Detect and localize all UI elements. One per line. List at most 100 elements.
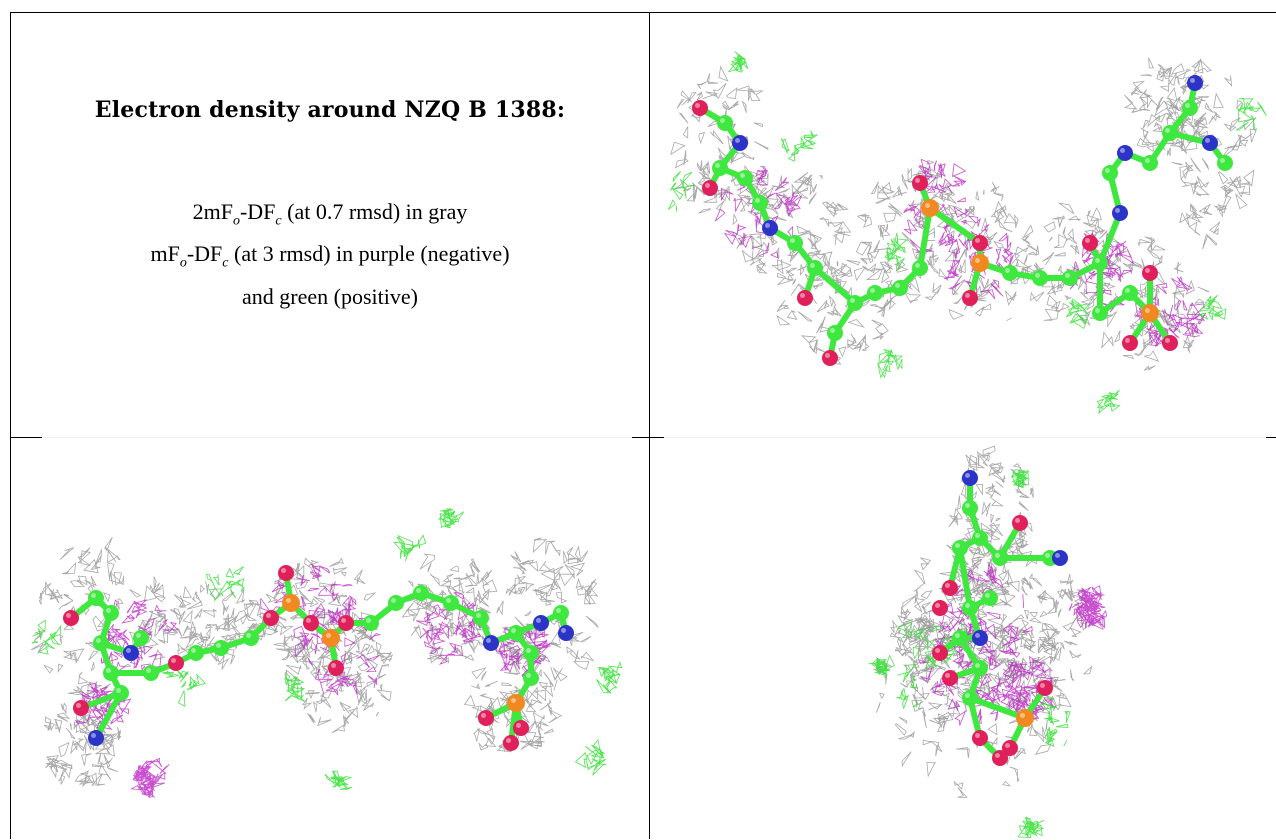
atom-c: [473, 610, 489, 626]
atom-p: [322, 629, 340, 647]
atom-o: [478, 710, 494, 726]
atom-c: [1182, 100, 1198, 116]
atom-o: [1037, 680, 1053, 696]
atom-c: [807, 260, 823, 276]
green-mesh: [439, 508, 464, 527]
atom-c: [952, 630, 968, 646]
atom-c: [737, 170, 753, 186]
atom-c: [508, 625, 524, 641]
atom-o: [702, 180, 718, 196]
atom-c: [1062, 270, 1078, 286]
atom-n: [558, 625, 574, 641]
green-mesh: [1199, 295, 1226, 319]
atom-c: [388, 595, 404, 611]
atom-n: [1187, 75, 1203, 91]
view-top-right: [650, 13, 1276, 437]
atom-c: [787, 235, 803, 251]
atom-o: [338, 615, 354, 631]
atom-c: [912, 260, 928, 276]
gray-mesh: [777, 251, 901, 364]
atom-c: [443, 595, 459, 611]
atom-o: [278, 565, 294, 581]
atom-p: [971, 254, 989, 272]
atom-c: [413, 585, 429, 601]
atom-c: [103, 665, 119, 681]
atom-o: [1002, 740, 1018, 756]
atom-c: [962, 500, 978, 516]
atom-c: [962, 690, 978, 706]
atom-c: [752, 195, 768, 211]
atom-o: [912, 175, 928, 191]
atom-p: [507, 694, 525, 712]
atom-n: [972, 630, 988, 646]
density-view-top-right: [650, 13, 1276, 437]
green-mesh: [32, 620, 61, 654]
atom-c: [88, 590, 104, 606]
atom-c: [523, 645, 539, 661]
density-view-bottom-right: [650, 438, 1276, 839]
view-bottom-left: [11, 438, 649, 839]
atom-c: [133, 630, 149, 646]
caption-line-mfo: mFo-DFc (at 3 rmsd) in purple (negative): [11, 237, 649, 279]
caption-panel: Electron density around NZQ B 1388: 2mFo…: [11, 13, 649, 437]
atom-p: [282, 594, 300, 612]
atom-o: [328, 660, 344, 676]
atom-p: [921, 199, 939, 217]
caption-title: Electron density around NZQ B 1388:: [11, 97, 649, 123]
atom-n: [1202, 135, 1218, 151]
atom-c: [1217, 155, 1233, 171]
atom-o: [303, 615, 319, 631]
atom-c: [827, 325, 843, 341]
atom-c: [972, 530, 988, 546]
atom-o: [972, 730, 988, 746]
atom-c: [143, 665, 159, 681]
atom-c: [1142, 155, 1158, 171]
atom-c: [93, 635, 109, 651]
atom-o: [63, 610, 79, 626]
atom-c: [952, 540, 968, 556]
atom-c: [113, 685, 129, 701]
purple-mesh: [260, 564, 356, 654]
atom-c: [103, 605, 119, 621]
atom-c: [243, 630, 259, 646]
atom-o: [972, 235, 988, 251]
atom-c: [847, 295, 863, 311]
green-mesh: [781, 131, 817, 162]
gray-mesh: [1165, 59, 1257, 249]
atom-c: [982, 590, 998, 606]
purple-mesh: [131, 758, 169, 797]
green-mesh: [325, 771, 352, 790]
atom-p: [1141, 304, 1159, 322]
atom-n: [1112, 205, 1128, 221]
green-mesh: [394, 535, 426, 561]
atom-c: [1092, 255, 1108, 271]
atom-o: [962, 290, 978, 306]
atom-c: [867, 285, 883, 301]
atom-n: [483, 635, 499, 651]
atom-n: [88, 730, 104, 746]
caption-line-green: and green (positive): [11, 280, 649, 313]
atom-o: [513, 720, 529, 736]
atom-n: [962, 470, 978, 486]
atom-c: [712, 160, 728, 176]
atom-c: [1122, 285, 1138, 301]
green-mesh: [1097, 390, 1119, 413]
atom-c: [962, 600, 978, 616]
caption-line-2mfo: 2mFo-DFc (at 0.7 rmsd) in gray: [11, 195, 649, 237]
atom-o: [168, 655, 184, 671]
atom-o: [503, 735, 519, 751]
atom-c: [213, 640, 229, 656]
atom-c: [972, 660, 988, 676]
density-view-bottom-left: [11, 438, 649, 839]
atom-o: [932, 645, 948, 661]
atom-o: [932, 600, 948, 616]
atom-n: [1117, 145, 1133, 161]
green-mesh: [207, 567, 245, 601]
green-mesh: [668, 171, 695, 211]
atom-o: [797, 290, 813, 306]
green-mesh: [596, 662, 621, 693]
atom-c: [1102, 165, 1118, 181]
atom-c: [992, 550, 1008, 566]
green-mesh: [285, 673, 305, 702]
atom-c: [1032, 270, 1048, 286]
